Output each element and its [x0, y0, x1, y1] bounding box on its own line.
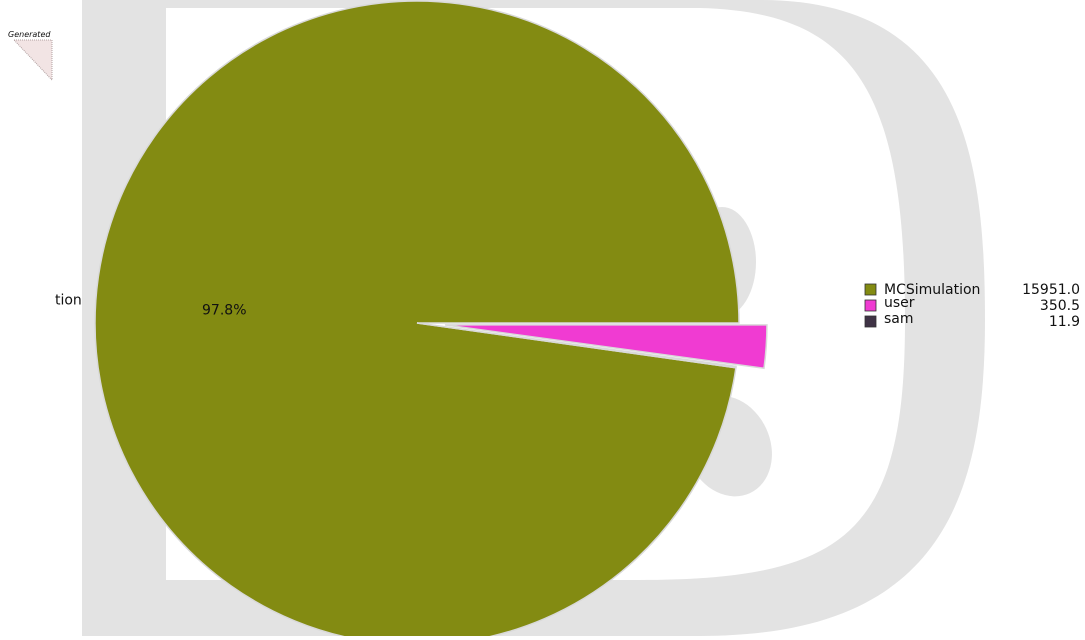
watermark-outer-ring — [82, 0, 985, 636]
pie-slices — [94, 0, 768, 640]
legend: MCSimulation 15951.0 user 350.5 sam 11.9 — [864, 282, 1080, 330]
percent-label-mcsimulation: 97.8% — [202, 303, 246, 319]
legend-value-user: 350.5 — [1040, 298, 1080, 314]
legend-label-sam: sam — [884, 311, 914, 327]
stamp-corner — [12, 39, 53, 82]
pie-slice-user — [444, 324, 768, 370]
legend-swatch-sam — [864, 315, 877, 328]
legend-value-mcsimulation: 15951.0 — [1022, 282, 1080, 298]
legend-swatch-mcsimulation — [864, 283, 877, 296]
pie-slice-sam — [416, 322, 737, 369]
legend-swatch-user — [864, 299, 877, 312]
generated-label: Generated — [8, 30, 51, 39]
pie-slice-labels: tion 97.8% — [55, 293, 247, 319]
pie-slice-mcsimulation — [94, 0, 740, 640]
legend-value-sam: 11.9 — [1049, 314, 1080, 330]
slice-label-mcsimulation: tion — [55, 293, 82, 309]
legend-label-mcsimulation: MCSimulation — [884, 282, 980, 298]
generated-stamp: Generated — [8, 30, 53, 82]
legend-label-user: user — [884, 295, 915, 311]
